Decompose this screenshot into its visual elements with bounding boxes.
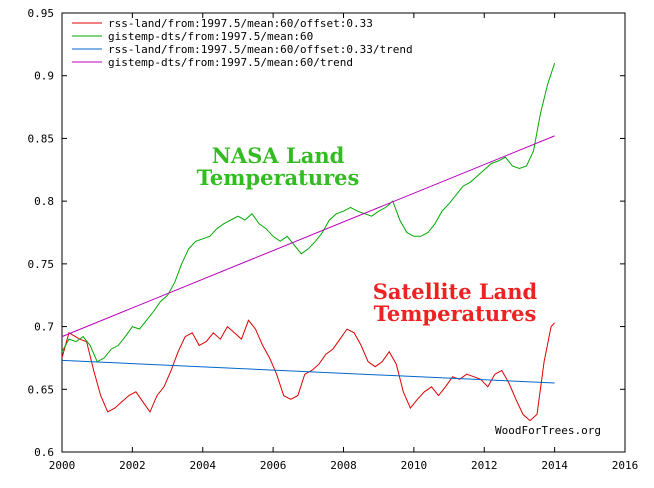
series-layer xyxy=(61,63,556,422)
x-tick-label: 2002 xyxy=(119,459,146,472)
y-tick-label: 0.7 xyxy=(34,321,54,334)
x-tick-label: 2014 xyxy=(541,459,568,472)
legend-label: gistemp-dts/from:1997.5/mean:60/trend xyxy=(108,56,353,69)
legend-label: rss-land/from:1997.5/mean:60/offset:0.33 xyxy=(108,17,373,30)
gistemp-trend-line xyxy=(61,135,555,338)
x-tick-label: 2010 xyxy=(401,459,428,472)
x-tick-label: 2016 xyxy=(612,459,639,472)
x-axis: 2000 2002 2004 2006 2008 2010 2012 2014 2016 xyxy=(49,13,639,472)
x-tick-label: 2004 xyxy=(190,459,217,472)
y-tick-label: 0.95 xyxy=(28,7,55,20)
y-tick-label: 0.6 xyxy=(34,446,54,459)
y-tick-label: 0.9 xyxy=(34,70,54,83)
x-tick-label: 2006 xyxy=(260,459,287,472)
rss-land-series-line xyxy=(61,319,555,422)
satellite-annotation-line2: Temperatures xyxy=(374,301,537,326)
y-tick-label: 0.65 xyxy=(28,383,55,396)
x-tick-label: 2008 xyxy=(330,459,357,472)
y-tick-label: 0.75 xyxy=(28,258,55,271)
y-axis: 0.6 0.65 0.7 0.75 0.8 0.85 0.9 0.95 xyxy=(28,7,625,459)
y-tick-label: 0.85 xyxy=(28,132,55,145)
plot-area xyxy=(61,12,626,453)
legend-label: gistemp-dts/from:1997.5/mean:60 xyxy=(108,30,313,43)
nasa-annotation-line1: NASA Land xyxy=(212,143,345,168)
y-tick-label: 0.8 xyxy=(34,195,54,208)
nasa-annotation-line2: Temperatures xyxy=(197,165,360,190)
satellite-annotation-line1: Satellite Land xyxy=(373,279,538,304)
credit-label: WoodForTrees.org xyxy=(495,424,601,437)
x-tick-label: 2012 xyxy=(471,459,498,472)
legend-label: rss-land/from:1997.5/mean:60/offset:0.33… xyxy=(108,43,413,56)
x-tick-label: 2000 xyxy=(49,459,76,472)
gistemp-series-line xyxy=(61,63,556,363)
rss-land-trend-line xyxy=(61,359,555,384)
legend: rss-land/from:1997.5/mean:60/offset:0.33… xyxy=(72,17,413,69)
